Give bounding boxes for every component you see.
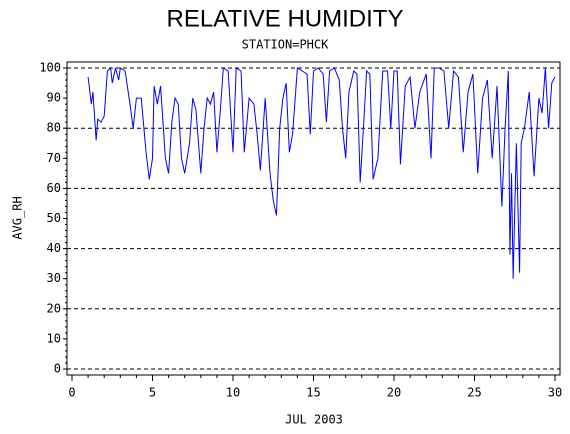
chart-subtitle: STATION=PHCK xyxy=(242,38,329,52)
y-axis-label: AVG_RH xyxy=(11,196,25,239)
x-tick-label: 20 xyxy=(387,386,401,400)
y-tick-label: 70 xyxy=(47,151,61,165)
x-axis-label: JUL 2003 xyxy=(285,413,343,427)
y-tick-label: 30 xyxy=(47,271,61,285)
chart-title: RELATIVE HUMIDITY xyxy=(167,5,404,32)
y-tick-label: 40 xyxy=(47,241,61,255)
data-line xyxy=(87,66,556,279)
x-tick-label: 30 xyxy=(548,386,562,400)
x-tick-label: 5 xyxy=(149,386,156,400)
y-tick-label: 60 xyxy=(47,181,61,195)
y-tick-label: 10 xyxy=(47,331,61,345)
plot-frame xyxy=(66,61,561,376)
y-tick-label: 50 xyxy=(47,211,61,225)
x-tick-label: 15 xyxy=(306,386,320,400)
y-tick-label: 100 xyxy=(39,61,61,75)
y-tick-label: 0 xyxy=(54,362,61,376)
x-tick-label: 10 xyxy=(226,386,240,400)
y-tick-label: 90 xyxy=(47,91,61,105)
y-tick-label: 80 xyxy=(47,121,61,135)
x-tick-label: 25 xyxy=(467,386,481,400)
y-tick-label: 20 xyxy=(47,301,61,315)
x-tick-label: 0 xyxy=(68,386,75,400)
